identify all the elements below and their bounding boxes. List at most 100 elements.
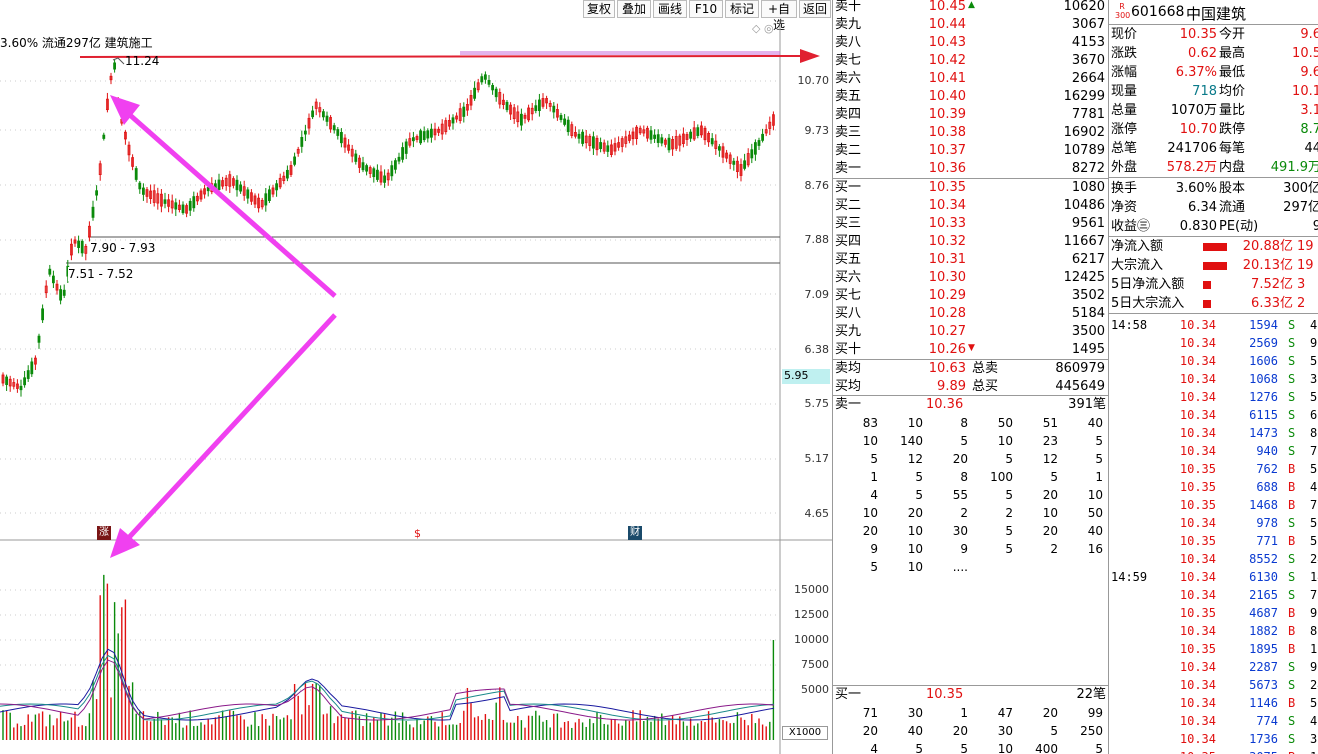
overlay-button[interactable]: 叠加: [617, 0, 651, 18]
candle-body: [170, 200, 174, 209]
candle-body: [520, 113, 523, 126]
volume-ma-line: [0, 648, 775, 721]
candle-body: [408, 138, 412, 146]
orderbook-buys-row[interactable]: 买八 10.28 5184: [0, 305, 1108, 323]
level-volume: 2664: [1071, 71, 1105, 86]
orderbook-buys-row[interactable]: 买七 10.29 3502: [0, 287, 1108, 305]
flow-label: 5日大宗流入: [1111, 296, 1185, 311]
tick-volume: 1068: [1249, 372, 1278, 386]
tick-price: 10.35: [1170, 748, 1216, 754]
candle-body: [73, 239, 77, 244]
tick-volume: 8552: [1249, 552, 1278, 566]
back-button[interactable]: 返回: [799, 0, 831, 18]
orderbook-sells-row[interactable]: 卖三 10.38 16902: [0, 124, 1108, 142]
volume-unit-label: X1000: [782, 726, 828, 740]
add-watchlist-button[interactable]: +自选: [761, 0, 797, 32]
orderbook-sells-row[interactable]: 卖六 10.41 2664: [0, 70, 1108, 88]
level-price: 10.42: [928, 53, 966, 68]
candle-body: [703, 127, 707, 141]
orderbook-buys-row[interactable]: 买三 10.33 9561: [0, 215, 1108, 233]
candle-body: [372, 168, 376, 178]
candle-body: [221, 180, 225, 187]
orderbook-buys-row[interactable]: 买五 10.31 6217: [0, 251, 1108, 269]
avg-sell-row: 卖均 10.63 总卖 860979: [0, 360, 1108, 378]
level-volume: 10620: [1063, 0, 1105, 14]
tick-side: S: [1288, 408, 1296, 422]
candle-body: [721, 146, 725, 158]
queue-cell: 50: [1087, 506, 1103, 520]
divider: [832, 0, 833, 754]
candle-body: [707, 132, 710, 143]
candle-body: [343, 137, 347, 148]
queue-cell: 9: [870, 542, 878, 556]
level-label: 卖二: [835, 143, 862, 158]
flow-extra: 19: [1297, 239, 1314, 254]
chart-ctrl-icon[interactable]: ◇ ◎: [752, 22, 774, 35]
flow-label: 净流入额: [1111, 239, 1164, 254]
candle-body: [534, 105, 538, 112]
candle-body: [239, 184, 243, 192]
f10-button[interactable]: F10: [689, 0, 723, 18]
support-zone-label-2: 7.51 - 7.52: [68, 267, 134, 281]
flow-extra: 2: [1297, 296, 1306, 311]
orderbook-buys-row[interactable]: 买二 10.34 10486: [0, 197, 1108, 215]
orderbook-buys-row[interactable]: 买十 10.26 ▼ 1495: [0, 341, 1108, 359]
candle-body: [606, 145, 610, 152]
candle-body: [426, 130, 430, 139]
candle-body: [361, 162, 365, 171]
level-price: 10.29: [928, 288, 966, 303]
limit-up-marker[interactable]: 涨: [97, 526, 111, 540]
tick-volume: 1276: [1249, 390, 1278, 404]
orderbook-sells-row[interactable]: 卖七 10.42 3670: [0, 52, 1108, 70]
orderbook-sells-row[interactable]: 卖八 10.43 4153: [0, 34, 1108, 52]
volume-ma-line: [0, 659, 775, 721]
orderbook-buys-row[interactable]: 买一 10.35 1080: [0, 179, 1108, 197]
dividend-marker[interactable]: $: [414, 527, 421, 540]
orderbook-buys-row[interactable]: 买九 10.27 3500: [0, 323, 1108, 341]
queue-cell: 400: [1035, 742, 1058, 754]
candle-body: [401, 147, 405, 160]
y-tick-label: 4.65: [804, 507, 830, 520]
tick-volume: 1146: [1249, 696, 1278, 710]
queue-cell: 4: [870, 488, 878, 502]
level-price: 10.27: [928, 324, 966, 339]
orderbook-sells-row[interactable]: 卖九 10.44 3067: [0, 16, 1108, 34]
kline-chart[interactable]: [0, 0, 832, 754]
tick-volume: 6130: [1249, 570, 1278, 584]
orderbook-sells-row[interactable]: 卖二 10.37 10789: [0, 142, 1108, 160]
magenta-arrow-head: [110, 95, 140, 125]
tick-count: 10: [1310, 642, 1318, 656]
candle-body: [509, 104, 513, 115]
queue-cell: 30: [907, 706, 923, 720]
fuquan-button[interactable]: 复权: [583, 0, 615, 18]
flow-row: 净流入额 20.88亿 19: [1111, 238, 1318, 256]
candle-body: [444, 120, 448, 133]
candle-body: [88, 225, 91, 238]
candle-body: [754, 142, 757, 155]
candle-body: [523, 114, 527, 119]
candle-body: [84, 245, 88, 254]
quote-row: 总量 1070万 量比 3.1: [1111, 102, 1318, 120]
tick-volume: 1473: [1249, 426, 1278, 440]
orderbook-buys-row[interactable]: 买四 10.32 11667: [0, 233, 1108, 251]
orderbook-sells-row[interactable]: 卖五 10.40 16299: [0, 88, 1108, 106]
finance-marker[interactable]: 财: [628, 526, 642, 540]
queue-cell: 2: [960, 506, 968, 520]
orderbook-buys-row[interactable]: 买六 10.30 12425: [0, 269, 1108, 287]
candle-body: [483, 74, 487, 80]
quote-label: 量比: [1219, 103, 1246, 118]
mark-button[interactable]: 标记: [725, 0, 759, 18]
candle-body: [195, 195, 199, 202]
draw-line-button[interactable]: 画线: [653, 0, 687, 18]
vol-tick-label: 12500: [794, 608, 829, 621]
quote-row: 收益㊂ 0.830 PE(动) 9: [1111, 218, 1318, 236]
orderbook-sells-row[interactable]: 卖一 10.36 8272: [0, 160, 1108, 178]
orderbook-sells-row[interactable]: 卖四 10.39 7781: [0, 106, 1108, 124]
support-zone-label-1: 7.90 - 7.93: [90, 241, 156, 255]
orderbook-sells-row[interactable]: 卖十 10.45 ▲ 10620: [0, 0, 1108, 16]
queue-cell: 5: [960, 434, 968, 448]
tick-price: 10.34: [1179, 570, 1216, 584]
queue-cell: 100: [990, 470, 1013, 484]
candle-body: [685, 134, 689, 140]
level-label: 卖八: [835, 35, 862, 50]
